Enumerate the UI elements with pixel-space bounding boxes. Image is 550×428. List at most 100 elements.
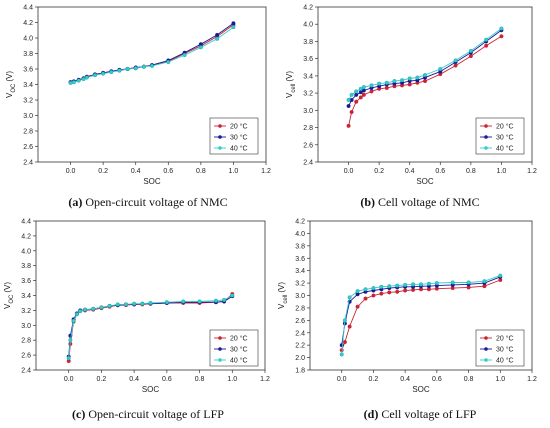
data-point xyxy=(426,281,431,286)
data-point xyxy=(438,66,443,71)
y-tick-label: 4.2 xyxy=(295,219,305,226)
y-tick-label: 3.0 xyxy=(295,293,305,300)
y-axis-label: VOC(V) xyxy=(3,282,15,309)
x-tick-label: 0.8 xyxy=(195,376,205,383)
data-point xyxy=(166,60,171,65)
data-point xyxy=(78,309,83,314)
y-tick-label: 4.0 xyxy=(303,22,313,29)
y-tick-label: 3.8 xyxy=(23,51,33,58)
data-point xyxy=(384,85,389,90)
data-point xyxy=(468,54,473,59)
y-tick-label: 2.4 xyxy=(21,368,31,375)
x-tick-label: 0.2 xyxy=(369,376,379,383)
data-point xyxy=(484,37,489,42)
x-tick-label: 1.0 xyxy=(497,168,507,175)
data-point xyxy=(466,280,471,285)
data-point xyxy=(133,66,138,71)
data-point xyxy=(395,289,400,294)
x-tick-label: 1.2 xyxy=(261,168,271,175)
data-point xyxy=(363,287,368,292)
data-point xyxy=(231,25,236,30)
data-point xyxy=(213,298,218,303)
data-point xyxy=(407,82,412,87)
y-tick-label: 4.2 xyxy=(21,233,31,240)
chart-1: 0.0 0.2 0.4 0.6 0.8 1.0 1.2 2.4 2.6 2.8 3.0 3.2 3.4 3… xyxy=(285,5,537,210)
x-tick-label: 1.2 xyxy=(527,168,537,175)
y-tick-label: 2.4 xyxy=(295,330,305,337)
data-point xyxy=(91,306,96,311)
data-point xyxy=(83,307,88,312)
y-tick-label: 3.0 xyxy=(21,323,31,330)
y-tick-label: 2.2 xyxy=(295,343,305,350)
data-point xyxy=(349,92,354,97)
x-tick-label: 0.0 xyxy=(344,168,354,175)
data-point xyxy=(379,284,384,289)
y-tick-label: 3.4 xyxy=(295,268,305,275)
data-point xyxy=(107,303,112,308)
data-point xyxy=(450,280,455,285)
data-point xyxy=(484,43,489,48)
data-point xyxy=(197,299,202,304)
x-tick-label: 0.2 xyxy=(374,168,384,175)
y-tick-label: 2.6 xyxy=(21,353,31,360)
data-point xyxy=(363,296,368,301)
x-tick-label: 0.8 xyxy=(464,376,474,383)
data-point xyxy=(419,282,424,287)
data-point xyxy=(415,75,420,80)
legend-entry: 20 °C xyxy=(230,123,248,131)
data-point xyxy=(347,295,352,300)
y-tick-label: 3.2 xyxy=(303,91,313,98)
data-point xyxy=(358,86,363,91)
data-point xyxy=(101,71,106,76)
data-point xyxy=(384,80,389,85)
data-point xyxy=(468,48,473,53)
legend-marker xyxy=(484,358,488,362)
x-tick-label: 0.8 xyxy=(466,168,476,175)
data-point xyxy=(369,89,374,94)
data-point xyxy=(181,299,186,304)
data-point xyxy=(392,79,397,84)
data-point xyxy=(403,288,408,293)
data-point xyxy=(140,301,145,306)
data-point xyxy=(182,53,187,58)
x-tick-label: 1.0 xyxy=(229,168,239,175)
y-tick-label: 3.6 xyxy=(23,67,33,74)
x-tick-label: 0.6 xyxy=(162,376,172,383)
x-tick-label: 0.4 xyxy=(405,168,415,175)
data-point xyxy=(361,92,366,97)
legend-marker xyxy=(218,347,222,351)
data-point xyxy=(342,340,347,345)
y-tick-label: 3.2 xyxy=(23,98,33,105)
x-tick-label: 0.4 xyxy=(129,376,139,383)
data-point xyxy=(222,297,227,302)
data-point xyxy=(371,293,376,298)
x-tick-label: 0.0 xyxy=(64,376,74,383)
data-point xyxy=(109,70,114,75)
data-point xyxy=(377,81,382,86)
data-point xyxy=(125,66,130,71)
y-tick-label: 3.0 xyxy=(303,108,313,115)
legend-marker xyxy=(218,146,222,150)
y-tick-label: 3.8 xyxy=(21,263,31,270)
data-point xyxy=(230,293,235,298)
legend-marker xyxy=(484,146,488,150)
panel-caption: (d) Cell voltage of LFP xyxy=(364,407,477,421)
x-axis-label: SOC xyxy=(142,385,160,394)
plot-frame xyxy=(317,6,533,163)
legend-marker xyxy=(484,336,488,340)
y-tick-label: 4.4 xyxy=(21,219,31,226)
y-tick-label: 4.2 xyxy=(303,5,313,12)
x-tick-label: 0.4 xyxy=(131,168,141,175)
data-point xyxy=(407,76,412,81)
data-point xyxy=(482,279,487,284)
y-tick-label: 2.6 xyxy=(295,318,305,325)
data-point xyxy=(499,34,504,39)
x-tick-label: 0.2 xyxy=(98,168,108,175)
y-tick-label: 3.2 xyxy=(21,308,31,315)
legend-entry: 30 °C xyxy=(496,134,514,142)
y-tick-label: 2.8 xyxy=(21,338,31,345)
data-point xyxy=(92,73,97,78)
y-tick-label: 3.8 xyxy=(295,243,305,250)
y-axis-label: Vcell(V) xyxy=(277,282,289,309)
